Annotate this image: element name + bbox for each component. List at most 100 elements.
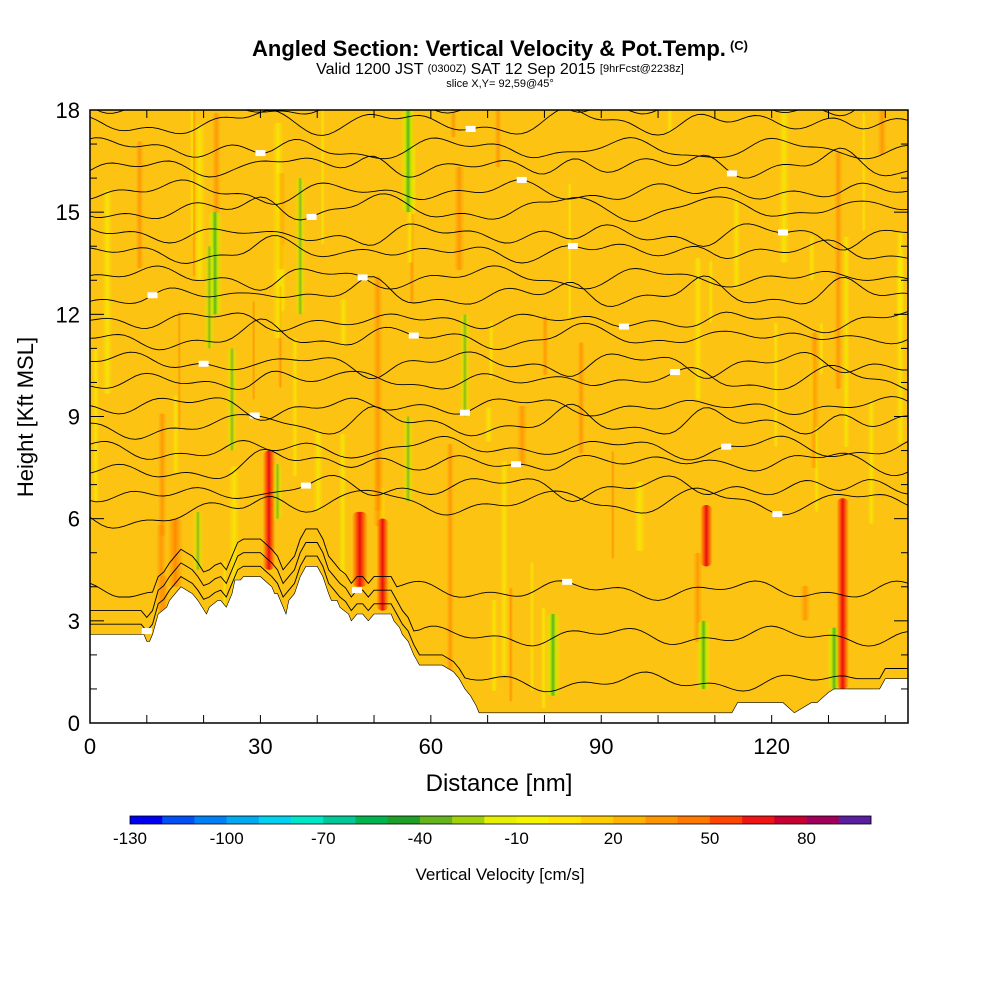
weak-updraft-streak	[313, 430, 323, 512]
moderate-updraft-streak	[800, 585, 811, 621]
colorbar-tick-label: -130	[113, 829, 147, 848]
isentrope-label-box	[726, 170, 737, 177]
isentrope-line	[90, 275, 908, 307]
moderate-updraft-streak	[446, 443, 455, 677]
chart-title-main: Angled Section: Vertical Velocity & Pot.…	[252, 36, 726, 61]
colorbar-tick-label: 20	[604, 829, 623, 848]
x-tick-label: 60	[419, 734, 443, 759]
moderate-updraft-streak	[372, 276, 383, 511]
colorbar-swatch	[838, 816, 872, 824]
isentrope-label-box	[408, 332, 419, 339]
colorbar-tick-label: 50	[700, 829, 719, 848]
colorbar-tick-label: 80	[797, 829, 816, 848]
weak-updraft-streak	[194, 124, 206, 280]
moderate-updraft-streak	[516, 405, 528, 465]
moderate-updraft-streak	[155, 525, 167, 637]
weak-updraft-streak	[895, 253, 905, 320]
isentrope-line	[90, 403, 908, 440]
isentrope-label-box	[351, 587, 362, 594]
y-tick-label: 6	[68, 507, 80, 532]
weak-updraft-streak	[808, 235, 816, 281]
weak-updraft-streak	[732, 198, 741, 290]
valid-date: SAT 12 Sep 2015	[470, 61, 596, 78]
isentrope-label-box	[772, 511, 783, 518]
updraft-core	[836, 498, 849, 689]
y-tick-label: 3	[68, 609, 80, 634]
colorbar-tick-labels: -130 -100 -70 -40 -10 20 50 80	[113, 829, 816, 848]
axis-ticks	[89, 109, 908, 724]
x-tick-label: 30	[248, 734, 272, 759]
colorbar-swatch	[484, 816, 517, 824]
colorbar-swatch	[774, 816, 807, 824]
isentrope-label-box	[255, 150, 266, 157]
colorbar-swatch	[355, 816, 389, 824]
colorbar-tick-label: -70	[311, 829, 336, 848]
moderate-updraft-streak	[453, 167, 465, 271]
valid-fcst: [9hrFcst@2238z]	[599, 63, 684, 75]
colorbar-swatch	[130, 816, 163, 824]
colorbar-tick-label: -100	[210, 829, 244, 848]
isentrope-line	[90, 364, 908, 391]
weak-updraft-streak	[633, 481, 646, 551]
colorbar-swatch	[323, 816, 356, 824]
colorbar-swatch	[452, 816, 485, 824]
valid-utc: (0300Z)	[427, 63, 467, 75]
isentrope-label-box	[516, 176, 527, 183]
isentrope-line	[90, 435, 908, 461]
y-axis-label: Height [Kft MSL]	[13, 337, 38, 497]
downdraft-core	[696, 620, 711, 689]
isentrope-label-box	[676, 99, 686, 105]
moderate-updraft-streak	[610, 451, 615, 559]
weak-updraft-streak	[666, 110, 673, 134]
colorbar-swatch	[258, 816, 292, 824]
weak-updraft-streak	[102, 189, 113, 394]
isentrope-contours	[90, 99, 908, 693]
isentrope-line	[90, 542, 908, 647]
colorbar	[129, 815, 872, 825]
isentrope-line	[90, 318, 908, 351]
moderate-updraft-streak	[135, 141, 144, 269]
isentrope-line	[90, 223, 908, 251]
weak-updraft-streak	[292, 338, 299, 477]
weak-updraft-streak	[778, 112, 790, 263]
weak-updraft-streak	[867, 400, 876, 524]
isentrope-line	[90, 110, 908, 136]
weak-updraft-streak	[339, 298, 348, 346]
weak-updraft-streak	[484, 407, 493, 442]
isentrope-line	[90, 475, 908, 503]
isentrope-label-box	[618, 323, 629, 330]
isentrope-line	[90, 487, 908, 529]
colorbar-swatch	[806, 816, 840, 824]
weak-updraft-streak	[567, 183, 572, 318]
downdraft-core	[546, 614, 560, 696]
colorbar-label: Vertical Velocity [cm/s]	[415, 865, 584, 884]
colorbar-swatch	[419, 816, 453, 824]
isentrope-label-box	[249, 412, 260, 419]
colorbar-tick-label: -40	[408, 829, 433, 848]
colorbar-swatch	[645, 816, 678, 824]
updraft-core	[167, 518, 184, 587]
colorbar-swatch	[709, 816, 743, 824]
weak-updraft-streak	[529, 562, 535, 691]
isentrope-line	[90, 137, 908, 160]
moderate-updraft-streak	[450, 110, 457, 138]
colorbar-swatch	[194, 816, 227, 824]
x-tick-labels: 0 30 60 90 120	[84, 734, 790, 759]
weak-updraft-streak	[819, 323, 824, 375]
y-tick-label: 18	[56, 98, 80, 123]
moderate-updraft-streak	[541, 315, 549, 376]
colorbar-swatch	[387, 816, 421, 824]
downdraft-streak	[402, 416, 414, 502]
moderate-updraft-streak	[577, 342, 585, 454]
y-tick-labels: 0 3 6 9 12 15 18	[56, 98, 80, 736]
weak-updraft-streak	[320, 110, 325, 245]
weak-updraft-streak	[172, 395, 180, 475]
isentrope-label-box	[459, 409, 470, 416]
y-tick-label: 12	[56, 302, 80, 327]
isentrope-line	[90, 396, 908, 421]
downdraft-streak	[459, 314, 471, 417]
moderate-updraft-streak	[157, 413, 167, 536]
isentrope-label-box	[300, 482, 311, 489]
isentrope-label-box	[465, 125, 476, 132]
weak-updraft-streak	[272, 122, 284, 339]
